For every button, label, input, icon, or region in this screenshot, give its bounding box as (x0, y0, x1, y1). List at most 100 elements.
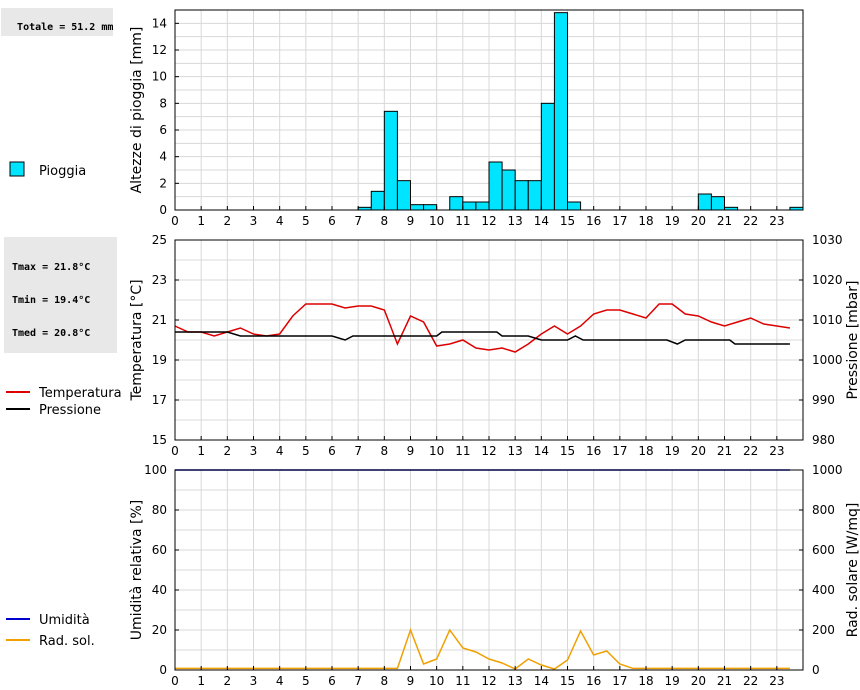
rain-bar (449, 196, 464, 211)
y-right-tick-label: 400 (812, 583, 835, 597)
y-tick-label: 0 (159, 663, 167, 677)
rain-bar (410, 204, 425, 211)
x-tick-label: 15 (560, 214, 575, 228)
x-tick-label: 5 (302, 444, 310, 458)
y-tick-label: 14 (152, 16, 167, 30)
x-tick-label: 17 (612, 214, 627, 228)
rain-bar (501, 169, 516, 211)
rain-bar (710, 196, 726, 211)
rain-total-text: Totale = 51.2 mm (17, 22, 114, 33)
rain-total-box: Totale = 51.2 mm (1, 8, 113, 36)
rain-bar (462, 201, 477, 211)
series-line-3-2 (175, 627, 790, 670)
x-tick-label: 13 (508, 214, 523, 228)
x-tick-label: 2 (224, 674, 232, 688)
x-tick-label: 11 (455, 674, 470, 688)
y-tick-label: 100 (144, 463, 167, 477)
x-tick-label: 3 (250, 214, 258, 228)
y-right-tick-label: 1000 (812, 463, 843, 477)
x-tick-label: 10 (429, 214, 444, 228)
y-tick-label: 6 (159, 123, 167, 137)
x-tick-label: 8 (381, 214, 389, 228)
x-tick-label: 13 (508, 444, 523, 458)
rain-bar (488, 161, 503, 211)
legend-label: Umidità (39, 613, 90, 628)
x-tick-label: 23 (769, 214, 784, 228)
y-tick-label: 15 (152, 433, 167, 447)
y-tick-label: 80 (152, 503, 167, 517)
y-right-tick-label: 980 (812, 433, 835, 447)
x-tick-label: 20 (691, 444, 706, 458)
y-right-tick-label: 600 (812, 543, 835, 557)
y-axis-label: Altezze di pioggia [mm] (129, 27, 145, 194)
x-tick-label: 3 (250, 674, 258, 688)
x-tick-label: 7 (354, 444, 362, 458)
y-right-tick-label: 1010 (812, 313, 843, 327)
x-tick-label: 2 (224, 444, 232, 458)
x-tick-label: 1 (197, 674, 205, 688)
x-tick-label: 15 (560, 444, 575, 458)
x-tick-label: 0 (171, 674, 179, 688)
x-tick-label: 0 (171, 444, 179, 458)
legend-label: Pioggia (39, 164, 86, 179)
rain-bar (514, 180, 529, 211)
x-tick-label: 4 (276, 444, 284, 458)
y-tick-label: 12 (152, 43, 167, 57)
y-tick-label: 23 (152, 273, 167, 287)
y-axis-label: Temperatura [°C] (129, 279, 145, 401)
y-tick-label: 21 (152, 313, 167, 327)
x-tick-label: 18 (638, 214, 653, 228)
y-right-axis-label: Pressione [mbar] (845, 280, 860, 399)
x-tick-label: 16 (586, 674, 601, 688)
y-right-tick-label: 990 (812, 393, 835, 407)
y-tick-label: 8 (159, 96, 167, 110)
x-tick-label: 4 (276, 214, 284, 228)
y-right-tick-label: 0 (812, 663, 820, 677)
rain-bar (475, 201, 490, 211)
rain-bar (423, 204, 438, 211)
x-tick-label: 20 (691, 214, 706, 228)
x-tick-label: 1 (197, 444, 205, 458)
temperature-summary-box: Tmax = 21.8°C Tmin = 19.4°C Tmed = 20.8°… (4, 237, 117, 353)
x-tick-label: 4 (276, 674, 284, 688)
y-right-tick-label: 1030 (812, 233, 843, 247)
x-tick-label: 3 (250, 444, 258, 458)
legend-label: Pressione (39, 403, 101, 418)
x-tick-label: 8 (381, 444, 389, 458)
x-tick-label: 9 (407, 674, 415, 688)
y-tick-label: 40 (152, 583, 167, 597)
series-line-2-1 (174, 303, 791, 353)
x-tick-label: 2 (224, 214, 232, 228)
x-tick-label: 22 (743, 444, 758, 458)
x-tick-label: 20 (691, 674, 706, 688)
y-right-tick-label: 200 (812, 623, 835, 637)
x-tick-label: 9 (407, 444, 415, 458)
tmed-text: Tmed = 20.8°C (12, 328, 91, 339)
x-tick-label: 19 (665, 214, 680, 228)
x-tick-label: 11 (455, 214, 470, 228)
x-tick-label: 15 (560, 674, 575, 688)
legend-label: Rad. sol. (39, 634, 95, 649)
x-tick-label: 17 (612, 674, 627, 688)
x-tick-label: 6 (328, 444, 336, 458)
x-tick-label: 1 (197, 214, 205, 228)
rain-bar (527, 180, 542, 211)
x-tick-label: 21 (717, 674, 732, 688)
x-tick-label: 5 (302, 214, 310, 228)
tmax-text: Tmax = 21.8°C (12, 262, 91, 273)
x-tick-label: 6 (328, 674, 336, 688)
x-tick-label: 13 (508, 674, 523, 688)
x-tick-label: 8 (381, 674, 389, 688)
x-tick-label: 5 (302, 674, 310, 688)
x-tick-label: 21 (717, 214, 732, 228)
x-tick-label: 12 (481, 444, 496, 458)
y-tick-label: 10 (152, 70, 167, 84)
x-tick-label: 21 (717, 444, 732, 458)
rain-bar (567, 201, 582, 211)
x-tick-label: 9 (407, 214, 415, 228)
x-tick-label: 7 (354, 214, 362, 228)
chart-panel-2 (6, 239, 804, 441)
x-tick-label: 19 (665, 674, 680, 688)
legend-swatch (9, 161, 25, 177)
x-tick-label: 22 (743, 214, 758, 228)
